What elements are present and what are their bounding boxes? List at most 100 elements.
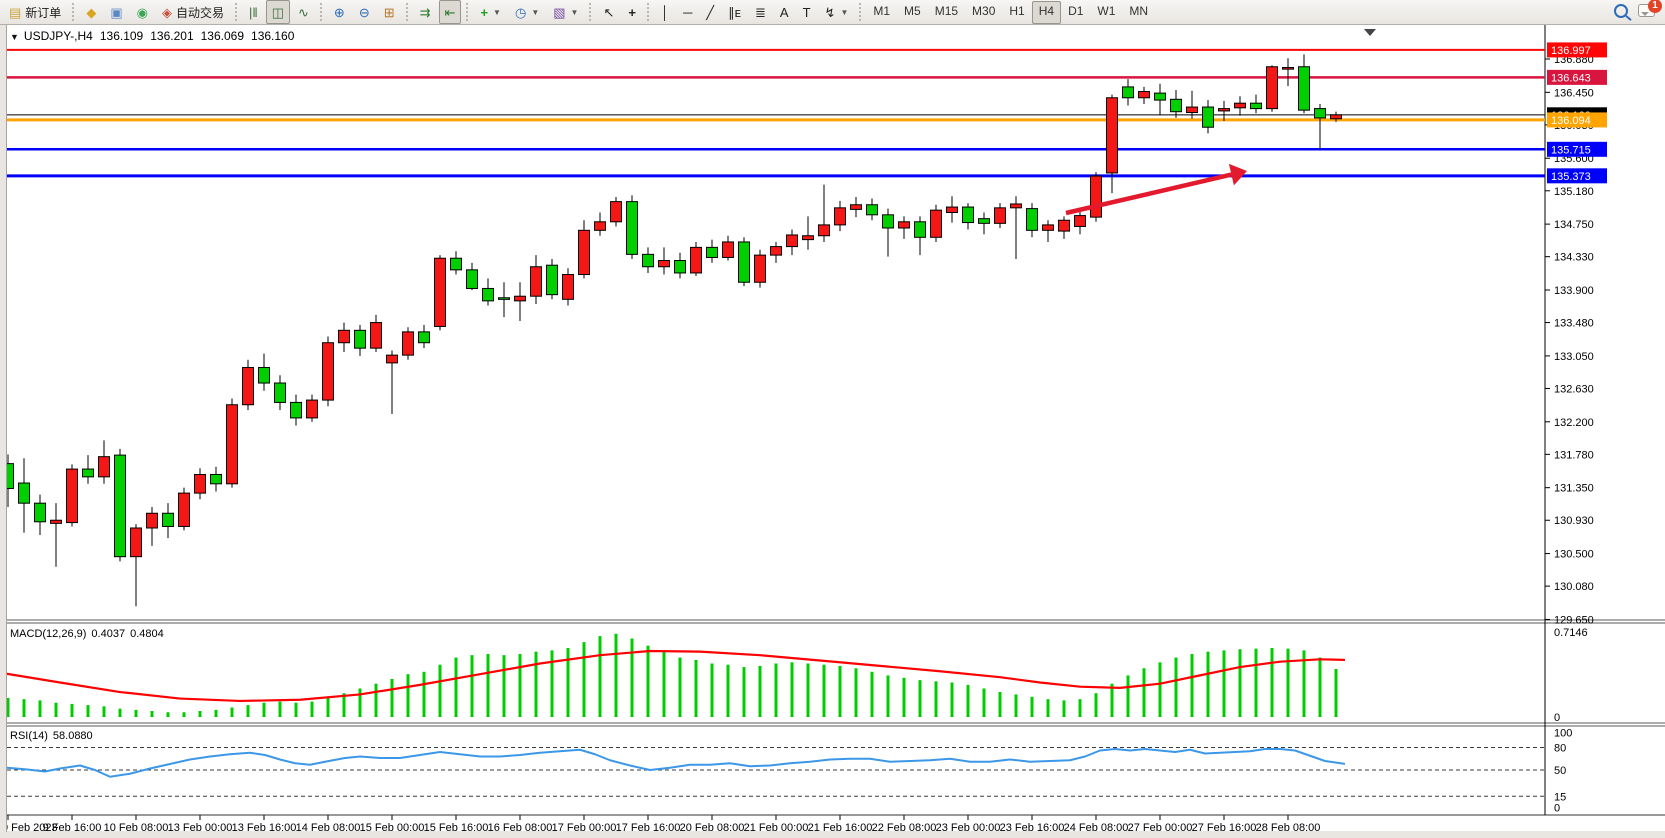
candle <box>34 502 46 523</box>
toolbar-grip <box>403 3 411 21</box>
candle <box>914 221 926 238</box>
toolbar-grip <box>464 3 472 21</box>
bar-chart-icon: |‖ <box>248 4 258 20</box>
autotrading-icon: ◈ <box>161 4 172 20</box>
text-button[interactable]: A <box>774 0 795 24</box>
svg-text:135.373: 135.373 <box>1551 171 1591 183</box>
svg-text:13 Feb 00:00: 13 Feb 00:00 <box>168 822 233 834</box>
trend-arrow-annotation[interactable] <box>1065 163 1247 216</box>
timeframe-mn[interactable]: MN <box>1122 1 1155 24</box>
svg-text:28 Feb 08:00: 28 Feb 08:00 <box>1256 822 1321 834</box>
line-chart-button[interactable]: ∿ <box>292 0 315 24</box>
timeframe-m5[interactable]: M5 <box>897 1 928 24</box>
zoom-in-icon: ⊕ <box>333 4 345 20</box>
charts-icon: ◆ <box>86 4 97 20</box>
candle <box>642 253 654 268</box>
zoom-out-button[interactable]: ⊖ <box>353 0 376 24</box>
chart-shift-button[interactable]: ⇤ <box>438 0 462 24</box>
timeframe-mn-label: MN <box>1129 3 1149 18</box>
window-left-border <box>0 25 7 832</box>
crosshair-button[interactable]: + <box>622 0 642 24</box>
trendline-button[interactable]: ╱ <box>700 0 720 24</box>
horizontal-level-lines[interactable] <box>7 48 1545 178</box>
candle <box>322 342 334 401</box>
candle <box>530 266 542 297</box>
timeframe-w1[interactable]: W1 <box>1090 1 1122 24</box>
dropdown-arrow-icon: ▼ <box>493 7 501 17</box>
templates-button[interactable]: ▧ ▼ <box>547 0 584 24</box>
candle <box>1266 66 1278 110</box>
rsi-indicator-label: RSI(14) 58.0880 <box>10 730 98 742</box>
price-badge-support-1 <box>1547 141 1607 157</box>
text-label-button[interactable]: T <box>797 0 817 24</box>
candles-layer[interactable] <box>2 54 1342 607</box>
candle <box>722 241 734 258</box>
toolbar-grip <box>232 3 240 21</box>
crosshair-icon: + <box>628 4 636 20</box>
channel-button[interactable]: ∥ᴇ <box>722 0 747 24</box>
timeframe-d1-label: D1 <box>1068 3 1084 18</box>
search-icon <box>1614 3 1628 18</box>
terminal-button[interactable]: ▣ <box>104 0 128 24</box>
candle <box>1026 208 1038 231</box>
candle <box>498 297 510 300</box>
new-order-button[interactable]: ▤ 新订单 <box>3 0 67 24</box>
svg-text:27 Feb 00:00: 27 Feb 00:00 <box>1128 822 1193 834</box>
svg-text:130.930: 130.930 <box>1554 515 1594 527</box>
timeframe-h4-label: H4 <box>1038 3 1055 18</box>
tile-windows-button[interactable]: ⊞ <box>378 0 401 24</box>
candle <box>754 254 766 283</box>
candle <box>18 482 30 504</box>
timeframe-h4[interactable]: H4 <box>1031 0 1062 24</box>
fibonacci-button[interactable]: ≣ <box>749 0 772 24</box>
price-axis[interactable]: 136.880136.450136.030135.600135.180134.7… <box>1545 42 1607 626</box>
signals-button[interactable]: ◉ <box>131 0 154 24</box>
arrows-button[interactable]: ↯ ▼ <box>819 0 855 24</box>
candle <box>1074 215 1086 227</box>
svg-text:135.715: 135.715 <box>1551 144 1591 156</box>
candle <box>226 404 238 485</box>
bar-chart-button[interactable]: |‖ <box>243 0 264 24</box>
chart-shift-marker-icon[interactable] <box>1364 29 1376 36</box>
charts-button[interactable]: ◆ <box>80 0 102 24</box>
candle <box>786 234 798 248</box>
timeframe-m1[interactable]: M1 <box>866 1 897 24</box>
candle <box>354 329 366 349</box>
zoom-out-icon: ⊖ <box>358 4 370 20</box>
vertical-line-button[interactable]: │ <box>655 0 675 24</box>
candle <box>626 201 638 255</box>
one-click-trading-expander-icon[interactable]: ▼ <box>10 32 19 42</box>
periods-button[interactable]: ◷ ▼ <box>509 0 545 24</box>
svg-text:132.630: 132.630 <box>1554 383 1594 395</box>
macd-panel[interactable]: 0.7146 0 <box>1 627 1588 724</box>
indicators-button[interactable]: + ▼ <box>474 0 507 24</box>
zoom-in-button[interactable]: ⊕ <box>328 0 351 24</box>
autotrading-button[interactable]: ◈ 自动交易 <box>156 0 230 24</box>
notifications-button[interactable]: 1 <box>1638 0 1662 20</box>
candle <box>114 454 126 558</box>
candle <box>450 257 462 271</box>
cursor-button[interactable]: ↖ <box>597 0 620 24</box>
timeframe-h1[interactable]: H1 <box>1002 1 1031 24</box>
toolbar-grip <box>587 3 595 21</box>
search-button[interactable] <box>1614 3 1628 21</box>
svg-text:129.650: 129.650 <box>1554 614 1594 626</box>
candle <box>1202 106 1214 128</box>
timeframe-d1[interactable]: D1 <box>1061 1 1090 24</box>
timeframe-m30[interactable]: M30 <box>965 1 1002 24</box>
svg-text:131.780: 131.780 <box>1554 449 1594 461</box>
svg-text:20 Feb 08:00: 20 Feb 08:00 <box>680 822 745 834</box>
rsi-panel[interactable]: 100 80 50 150 <box>6 728 1572 815</box>
horizontal-line-button[interactable]: ─ <box>677 0 698 24</box>
timeframe-m15[interactable]: M15 <box>928 1 965 24</box>
candle <box>418 331 430 344</box>
auto-scroll-button[interactable]: ⇉ <box>414 0 437 24</box>
candle <box>1298 66 1310 111</box>
candle <box>306 399 318 419</box>
candlestick-chart-button[interactable]: ◫ <box>265 0 291 24</box>
price-badge-resistance-2 <box>1547 69 1607 85</box>
symbol-period-label: USDJPY-,H4 <box>23 29 93 43</box>
